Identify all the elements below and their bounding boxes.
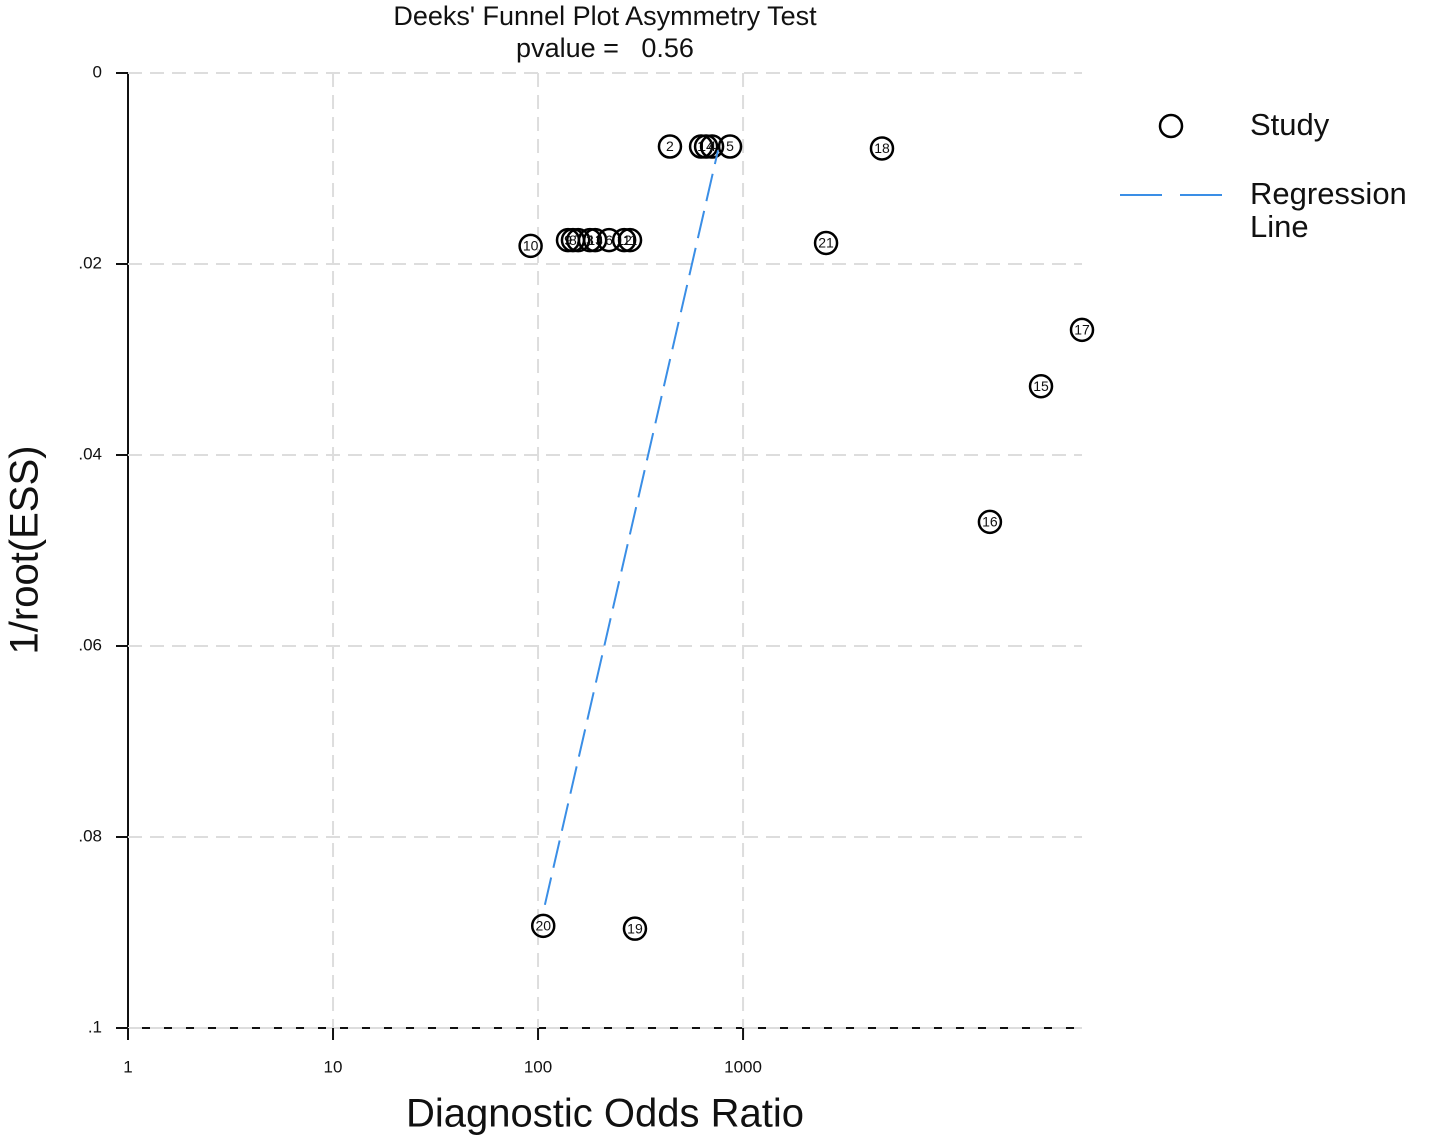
point-label: 2: [666, 138, 674, 154]
study-point: 18: [869, 136, 895, 161]
study-point: 2: [657, 134, 683, 159]
x-axis-label: Diagnostic Odds Ratio: [406, 1092, 804, 1136]
study-point: 19: [622, 916, 648, 941]
point-label: 5: [726, 138, 734, 154]
chart-subtitle: pvalue = 0.56: [516, 33, 694, 63]
point: [699, 134, 725, 159]
legend-label: Study: [1250, 108, 1330, 142]
x-tick-label: 100: [524, 1057, 552, 1076]
y-tick-label: .02: [78, 253, 102, 272]
point: [1069, 317, 1095, 343]
study-point: 5: [717, 134, 743, 159]
study-point: 20: [530, 913, 556, 939]
point: [813, 230, 839, 256]
point: [530, 913, 556, 939]
point: [657, 134, 683, 159]
point: [617, 227, 643, 253]
study-point: 4: [699, 134, 725, 159]
y-tick-label: .1: [88, 1017, 102, 1036]
point: [717, 134, 743, 159]
chart-title: Deeks' Funnel Plot Asymmetry Test: [393, 1, 817, 31]
legend-symbol: [1158, 113, 1184, 139]
point-label: 21: [818, 235, 834, 251]
point-label: 15: [1033, 378, 1049, 394]
y-tick-label: 0: [93, 62, 102, 81]
point-label: 18: [874, 140, 890, 156]
y-tick-label: .06: [78, 635, 102, 654]
study-point: 16: [977, 509, 1003, 535]
point-label: 16: [982, 514, 998, 530]
point: [693, 134, 719, 159]
x-tick-label: 10: [324, 1057, 343, 1076]
point: [869, 136, 895, 161]
point-label: 11: [623, 232, 638, 248]
point-label: 6: [605, 232, 613, 248]
study-point: 15: [1028, 373, 1054, 399]
point: [977, 509, 1003, 535]
point-label: 8: [569, 232, 577, 248]
y-axis-label: 1/root(ESS): [3, 446, 47, 655]
regression-line: [543, 150, 720, 906]
point-label: 4: [708, 138, 716, 154]
point-label: 3: [586, 232, 594, 248]
point-label: 19: [627, 920, 643, 936]
legend-entry: Regression Line: [1250, 177, 1407, 244]
x-tick-label: 1000: [724, 1057, 762, 1076]
point-label: 20: [535, 918, 551, 934]
study-point: 11: [617, 227, 643, 253]
point-label: 17: [1074, 322, 1090, 338]
legend-label: Regression Line: [1250, 177, 1407, 244]
study-point: 10: [518, 233, 543, 259]
study-point: 21: [813, 230, 839, 256]
point-label: 10: [523, 238, 539, 254]
legend-entry: Study: [1250, 108, 1330, 142]
point: [565, 227, 591, 253]
study-point: 17: [1069, 317, 1095, 343]
point: [582, 227, 608, 253]
point: [1028, 373, 1054, 399]
point: [518, 233, 543, 259]
point: [622, 916, 648, 941]
y-tick-label: .04: [78, 444, 102, 463]
x-tick-label: 1: [123, 1057, 132, 1076]
point: [611, 227, 637, 253]
y-tick-label: .08: [78, 826, 102, 845]
